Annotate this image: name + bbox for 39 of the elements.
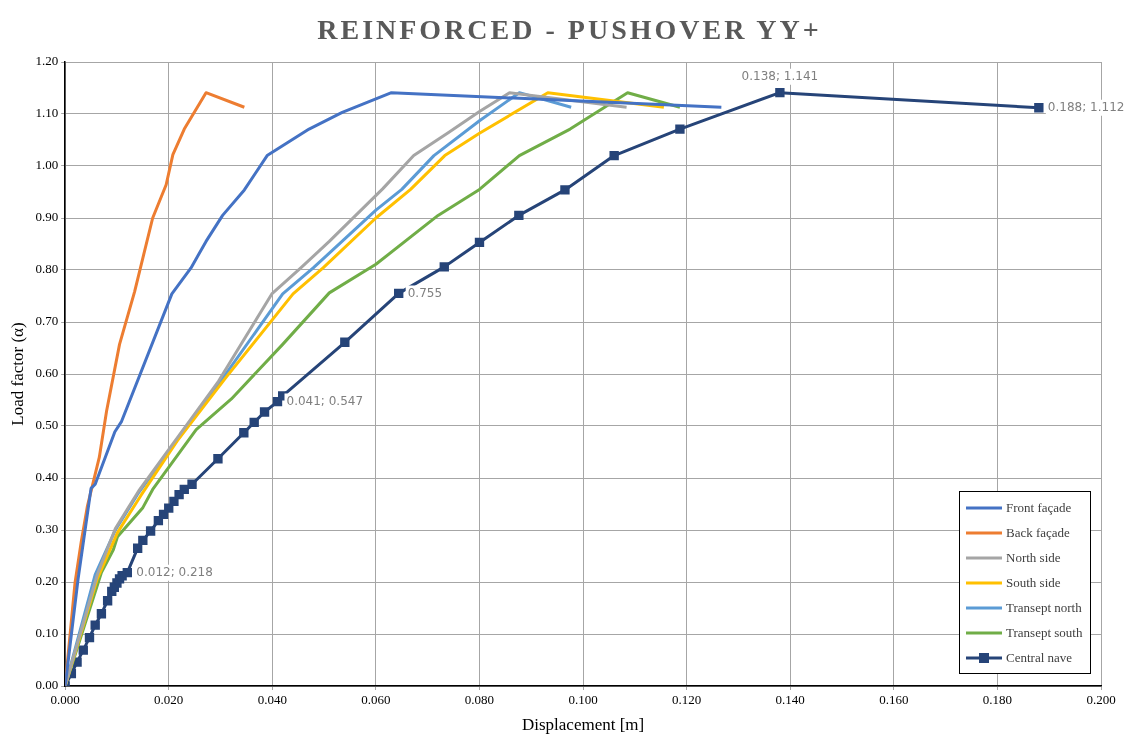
annotation: 0.041; 0.547 bbox=[286, 393, 364, 408]
x-tick-label: 0.020 bbox=[154, 692, 184, 708]
x-tick-label: 0.080 bbox=[464, 692, 495, 708]
annotation: 0.012; 0.218 bbox=[136, 564, 213, 579]
chart-title: REINFORCED - PUSHOVER YY+ bbox=[316, 14, 823, 46]
y-tick-label: 0.30 bbox=[35, 521, 59, 537]
y-axis-title: Load factor (α) bbox=[7, 322, 27, 426]
x-tick-label: 0.180 bbox=[982, 692, 1013, 708]
y-tick-label: 0.80 bbox=[35, 261, 59, 277]
y-tick-label: 0.60 bbox=[35, 365, 59, 381]
y-tick-label: 0.20 bbox=[35, 573, 59, 589]
x-tick-label: 0.060 bbox=[361, 692, 391, 708]
legend-label: South side bbox=[1006, 574, 1061, 591]
legend-label: Front façade bbox=[1006, 499, 1072, 516]
x-tick-label: 0.140 bbox=[775, 692, 805, 708]
y-tick-label: 1.10 bbox=[35, 105, 59, 121]
x-tick-label: 0.000 bbox=[50, 692, 80, 708]
legend-label: Transept north bbox=[1006, 599, 1082, 616]
y-tick-label: 0.70 bbox=[35, 313, 59, 329]
annotation: 0.138; 1.141 bbox=[741, 68, 819, 83]
x-tick-label: 0.100 bbox=[568, 692, 598, 708]
x-tick-label: 0.040 bbox=[257, 692, 287, 708]
legend-label: North side bbox=[1006, 549, 1061, 566]
y-tick-label: 1.00 bbox=[35, 157, 59, 173]
x-axis-title: Displacement [m] bbox=[521, 715, 645, 735]
legend-label: Back façade bbox=[1006, 524, 1070, 541]
x-tick-label: 0.160 bbox=[879, 692, 909, 708]
annotation: 0.755 bbox=[407, 285, 443, 300]
legend-label: Central nave bbox=[1006, 649, 1073, 666]
y-tick-label: 0.40 bbox=[35, 469, 59, 485]
legend-label: Transept south bbox=[1006, 624, 1083, 641]
y-tick-label: 1.20 bbox=[35, 53, 59, 69]
y-tick-label: 0.50 bbox=[35, 417, 59, 433]
y-tick-label: 0.10 bbox=[35, 625, 59, 641]
y-tick-label: 0.00 bbox=[35, 677, 59, 693]
y-tick-label: 0.90 bbox=[35, 209, 59, 225]
x-tick-label: 0.120 bbox=[672, 692, 702, 708]
annotation: 0.188; 1.112 bbox=[1047, 99, 1125, 114]
x-tick-label: 0.200 bbox=[1086, 692, 1116, 708]
